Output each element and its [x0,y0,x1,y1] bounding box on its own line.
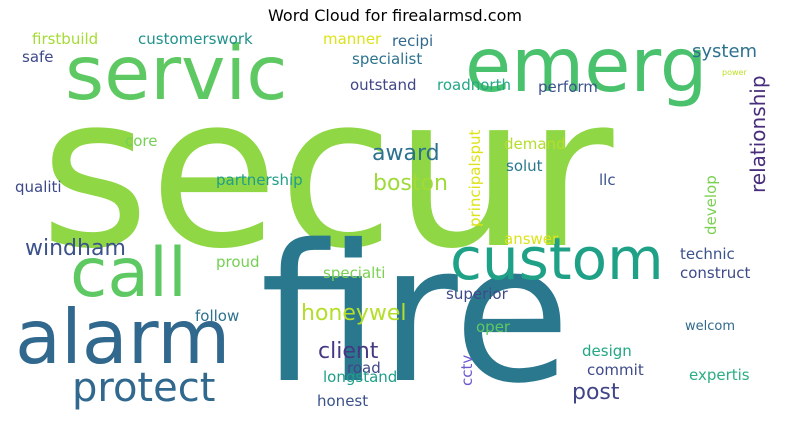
word-technic: technic [680,245,735,263]
chart-title: Word Cloud for firealarmsd.com [268,6,522,25]
word-llc: llc [599,171,616,189]
word-post: post [572,380,620,405]
word-protect: protect [72,365,216,411]
word-longstand: longstand [323,368,398,386]
word-roadnorth: roadnorth [437,76,511,94]
word-client: client [318,339,379,364]
word-servic: servic [65,29,288,117]
word-firstbuild: firstbuild [32,30,99,48]
word-oper: oper [476,318,511,336]
word-alarm: alarm [15,293,231,381]
word-safe: safe [22,48,54,66]
word-honeywel: honeywel [301,301,407,326]
word-qualiti: qualiti [15,178,62,196]
word-specialti: specialti [323,264,386,282]
word-system: system [692,41,758,62]
word-custom: custom [450,225,664,293]
word-perform: perform [538,78,598,96]
word-expertis: expertis [689,366,750,384]
word-partnership: partnership [216,171,303,189]
word-cctv: cctv [458,354,476,386]
word-construct: construct [680,264,751,282]
word-boston: boston [373,171,448,196]
word-core: core [125,132,158,150]
word-honest: honest [317,392,369,410]
word-relationship: relationship [746,75,770,193]
word-commit: commit [587,361,644,379]
word-demand: demand [504,135,566,153]
word-specialist: specialist [352,50,423,68]
word-superior: superior [446,285,508,303]
word-design: design [582,342,632,360]
word-principalsput: principalsput [466,129,484,227]
word-solut: solut [506,157,543,175]
word-outstand: outstand [350,76,417,94]
word-fire: fire [260,204,571,425]
word-answer: answer [504,230,559,248]
word-proud: proud [216,253,260,271]
word-call: call [70,234,187,313]
word-award: award [372,141,440,166]
word-cloud: secur fire servic emerg alarm custom call prote… [10,21,780,425]
word-develop: develop [702,175,720,235]
word-welcom: welcom [685,319,736,334]
word-customerswork: customerswork [138,30,253,48]
word-follow: follow [195,307,240,325]
word-manner: manner [323,30,382,48]
word-power: power [722,68,747,77]
word-emerg: emerg [465,21,708,109]
word-windham: windham [25,236,126,261]
word-recipi: recipi [392,32,434,50]
word-secur: secur [40,50,614,295]
word-road: road [347,359,381,377]
